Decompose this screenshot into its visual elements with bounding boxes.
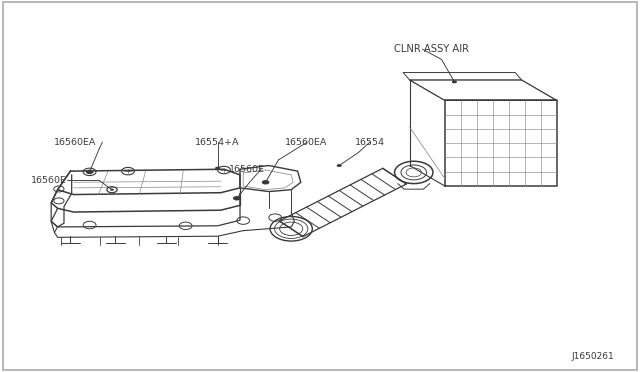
Text: 16560E: 16560E: [229, 165, 265, 174]
Text: 16554+A: 16554+A: [195, 138, 240, 147]
Circle shape: [452, 80, 457, 83]
Circle shape: [110, 189, 114, 191]
Text: 16554: 16554: [355, 138, 385, 147]
Circle shape: [233, 196, 241, 201]
Text: CLNR ASSY AIR: CLNR ASSY AIR: [394, 44, 468, 54]
Text: 16560EA: 16560EA: [54, 138, 97, 147]
Text: 16560E: 16560E: [31, 176, 67, 185]
Circle shape: [337, 164, 342, 167]
Circle shape: [86, 170, 93, 174]
Circle shape: [215, 167, 220, 170]
Text: J1650261: J1650261: [572, 352, 614, 361]
Circle shape: [262, 180, 269, 185]
Text: 16560EA: 16560EA: [285, 138, 327, 147]
